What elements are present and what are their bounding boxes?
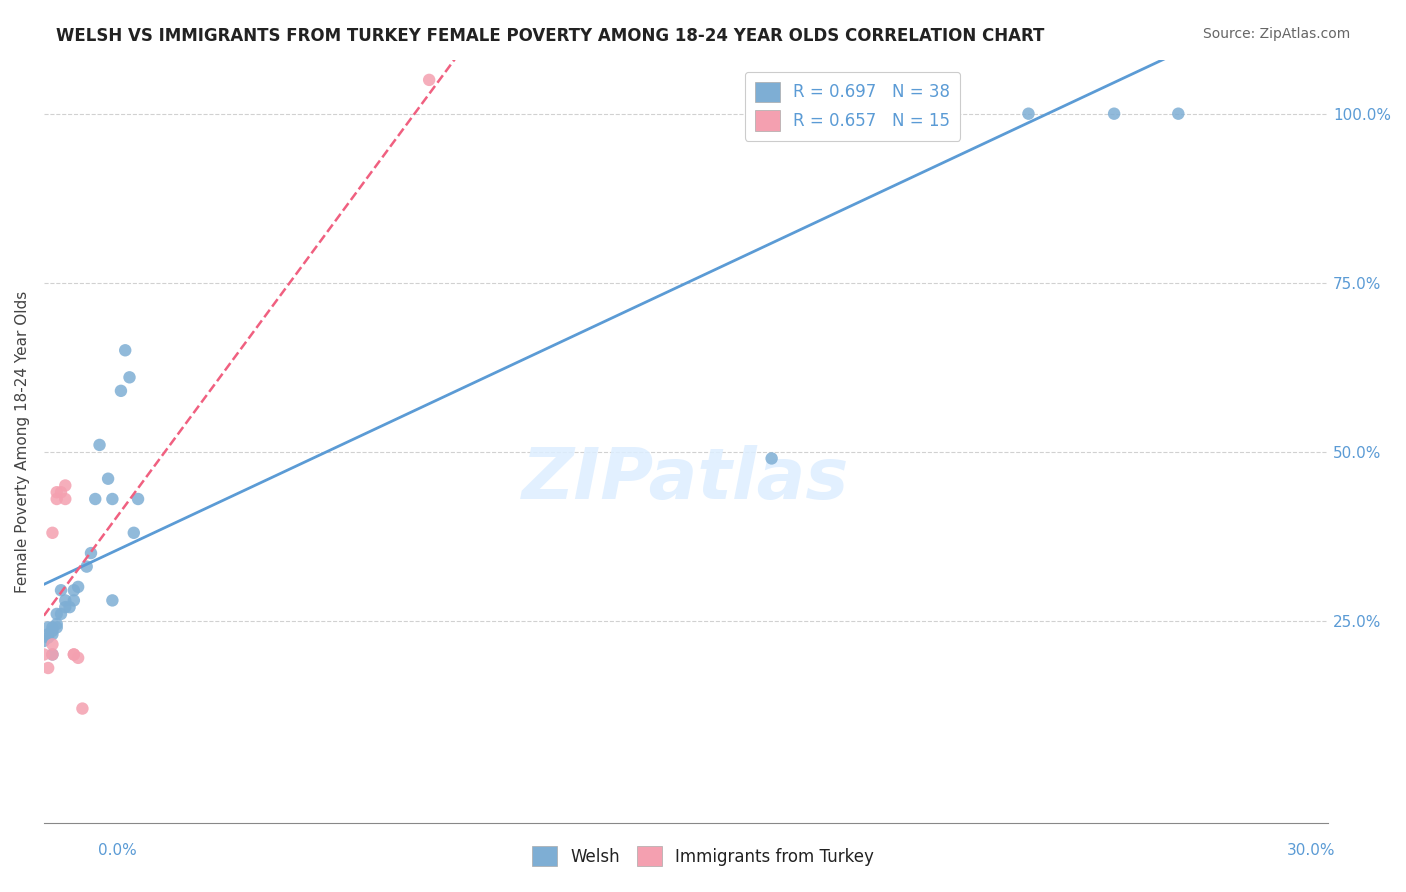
Point: [67, 651, 90, 665]
Point: [53, 478, 76, 492]
Point: [803, 106, 825, 120]
Point: [101, 491, 124, 506]
Text: Source: ZipAtlas.com: Source: ZipAtlas.com: [1202, 27, 1350, 41]
Point: [1102, 106, 1125, 120]
Point: [761, 451, 783, 466]
Text: 0.0%: 0.0%: [98, 843, 138, 858]
Point: [49, 607, 72, 621]
Point: [84, 491, 107, 506]
Point: [49, 583, 72, 598]
Point: [37, 620, 59, 634]
Point: [868, 106, 890, 120]
Point: [89, 438, 111, 452]
Point: [63, 593, 86, 607]
Point: [41, 525, 63, 540]
Point: [63, 648, 86, 662]
Point: [118, 370, 141, 384]
Point: [114, 343, 136, 358]
Point: [67, 580, 90, 594]
Text: 30.0%: 30.0%: [1288, 843, 1336, 858]
Point: [32, 648, 55, 662]
Text: ZIPatlas: ZIPatlas: [522, 445, 849, 514]
Y-axis label: Female Poverty Among 18-24 Year Olds: Female Poverty Among 18-24 Year Olds: [15, 291, 30, 592]
Point: [41, 624, 63, 638]
Point: [49, 485, 72, 500]
Legend: Welsh, Immigrants from Turkey: Welsh, Immigrants from Turkey: [524, 838, 882, 875]
Point: [110, 384, 132, 398]
Point: [122, 525, 145, 540]
Point: [41, 620, 63, 634]
Point: [58, 600, 80, 615]
Point: [1017, 106, 1039, 120]
Point: [53, 600, 76, 615]
Point: [889, 120, 911, 135]
Point: [127, 491, 149, 506]
Point: [45, 491, 67, 506]
Point: [53, 593, 76, 607]
Point: [53, 491, 76, 506]
Point: [63, 583, 86, 598]
Point: [45, 485, 67, 500]
Point: [45, 620, 67, 634]
Point: [37, 631, 59, 645]
Point: [37, 661, 59, 675]
Point: [63, 648, 86, 662]
Point: [41, 627, 63, 641]
Point: [418, 73, 440, 87]
Point: [37, 627, 59, 641]
Point: [41, 648, 63, 662]
Point: [80, 546, 103, 560]
Point: [101, 593, 124, 607]
Point: [41, 648, 63, 662]
Legend: R = 0.697   N = 38, R = 0.657   N = 15: R = 0.697 N = 38, R = 0.657 N = 15: [745, 71, 960, 141]
Point: [76, 559, 98, 574]
Point: [97, 472, 120, 486]
Point: [45, 607, 67, 621]
Point: [1167, 106, 1189, 120]
Point: [72, 701, 94, 715]
Point: [41, 637, 63, 651]
Point: [32, 634, 55, 648]
Point: [45, 617, 67, 632]
Text: WELSH VS IMMIGRANTS FROM TURKEY FEMALE POVERTY AMONG 18-24 YEAR OLDS CORRELATION: WELSH VS IMMIGRANTS FROM TURKEY FEMALE P…: [56, 27, 1045, 45]
